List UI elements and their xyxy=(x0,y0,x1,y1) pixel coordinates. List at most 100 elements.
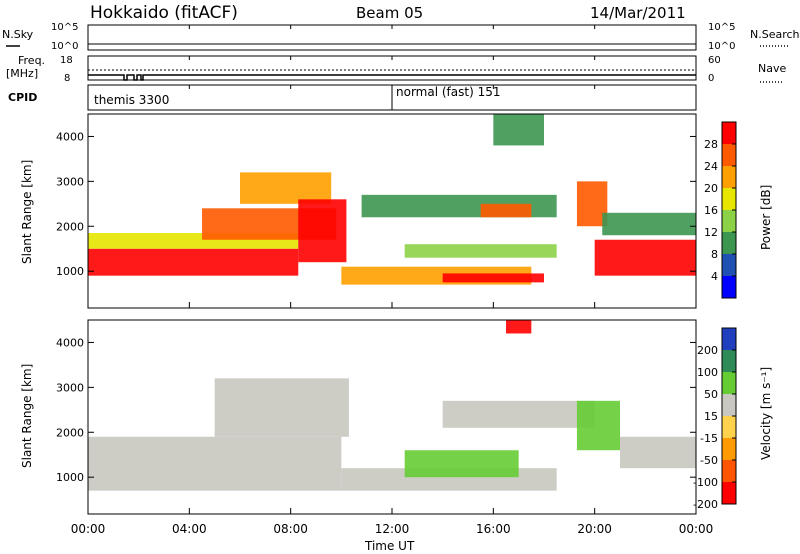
colorbar-swatch xyxy=(722,328,736,350)
nave-label: Nave xyxy=(758,62,786,75)
colorbar-tick-label: 24 xyxy=(704,160,718,173)
noise-sky-label: N.Sky xyxy=(2,28,34,41)
nave-tick-low: 0 xyxy=(708,73,714,84)
velocity-y-ticks: 1000 2000 3000 4000 xyxy=(56,336,696,484)
colorbar-tick-label: -50 xyxy=(700,454,718,467)
date-title: 14/Mar/2011 xyxy=(590,4,686,22)
x-tick-label: 20:00 xyxy=(577,522,612,536)
colorbar-swatch xyxy=(722,166,736,188)
velocity-ylabel: Slant Range [km] xyxy=(20,364,34,468)
colorbar-swatch xyxy=(722,350,736,372)
y-tick-label: 3000 xyxy=(56,175,84,188)
colorbar-tick-label: 200 xyxy=(697,344,718,357)
colorbar-swatch xyxy=(722,460,736,482)
colorbar-swatch xyxy=(722,144,736,166)
velocity-band xyxy=(506,320,532,334)
colorbar-tick-label: 100 xyxy=(697,366,718,379)
power-band xyxy=(442,273,544,283)
colorbar-swatch xyxy=(722,188,736,210)
power-band xyxy=(602,212,696,236)
x-tick-label: 12:00 xyxy=(375,522,410,536)
power-ylabel: Slant Range [km] xyxy=(20,160,34,264)
velocity-band xyxy=(88,436,342,491)
power-band xyxy=(594,239,696,276)
power-colorbar-label: Power [dB] xyxy=(759,185,773,250)
noise-left-tick-low: 10^0 xyxy=(51,41,78,52)
y-tick-label: 4000 xyxy=(56,336,84,349)
y-tick-label: 2000 xyxy=(56,426,84,439)
y-tick-label: 4000 xyxy=(56,130,84,143)
colorbar-tick-label: 8 xyxy=(711,248,718,261)
noise-left-tick-high: 10^5 xyxy=(51,22,78,33)
colorbar-swatch xyxy=(722,394,736,416)
freq-unit-label: [MHz] xyxy=(6,67,38,80)
x-tick-label: 08:00 xyxy=(273,522,308,536)
y-tick-label: 3000 xyxy=(56,381,84,394)
velocity-colorbar: 200 100 50 15 -15 -50 -100 -200 xyxy=(693,327,737,511)
freq-trace xyxy=(88,74,696,81)
freq-panel: Freq. [MHz] Nave 18 8 60 0 xyxy=(6,54,786,84)
freq-tick-low: 8 xyxy=(64,73,70,84)
y-tick-label: 1000 xyxy=(56,471,84,484)
power-band xyxy=(480,203,532,218)
x-axis-label: Time UT xyxy=(364,539,415,553)
colorbar-swatch xyxy=(722,210,736,232)
beam-title: Beam 05 xyxy=(356,4,423,22)
colorbar-tick-label: 50 xyxy=(704,388,718,401)
noise-search-label: N.Search xyxy=(750,28,800,41)
colorbar-swatch xyxy=(722,276,736,298)
velocity-band xyxy=(404,450,519,478)
cpid-mode-themis: themis 3300 xyxy=(94,93,169,107)
nave-tick-high: 60 xyxy=(708,55,721,66)
freq-tick-high: 18 xyxy=(60,55,73,66)
station-title: Hokkaido (fitACF) xyxy=(90,3,238,23)
power-y-ticks: 1000 2000 3000 4000 xyxy=(56,130,696,278)
noise-panel: N.Sky N.Search 10^5 10^0 10^5 10^0 xyxy=(2,22,800,52)
power-band xyxy=(493,114,544,146)
power-colorbar: 28 24 20 16 12 8 4 xyxy=(704,121,737,299)
colorbar-tick-label: 12 xyxy=(704,226,718,239)
power-band xyxy=(240,172,332,204)
x-axis-ticks: 00:00 04:00 08:00 12:00 16:00 20:00 00:00 xyxy=(71,25,714,536)
colorbar-swatch xyxy=(722,372,736,394)
colorbar-tick-label: -15 xyxy=(700,432,718,445)
velocity-band xyxy=(214,378,349,437)
power-band xyxy=(88,248,299,276)
colorbar-tick-label: -100 xyxy=(693,476,718,489)
power-band xyxy=(298,199,347,263)
colorbar-swatch xyxy=(722,482,736,504)
colorbar-swatch xyxy=(722,416,736,438)
noise-right-tick-high: 10^5 xyxy=(708,22,735,33)
velocity-band xyxy=(576,400,620,451)
colorbar-swatch xyxy=(722,232,736,254)
cpid-panel: CPID themis 3300 normal (fast) 151 xyxy=(8,84,697,111)
colorbar-swatch xyxy=(722,438,736,460)
y-tick-label: 1000 xyxy=(56,265,84,278)
colorbar-swatch xyxy=(722,122,736,144)
colorbar-tick-label: -200 xyxy=(693,498,718,511)
velocity-data-layer xyxy=(88,320,696,491)
x-tick-label: 00:00 xyxy=(71,522,106,536)
power-band xyxy=(404,244,557,258)
x-tick-label: 04:00 xyxy=(172,522,207,536)
cpid-mode-normal: normal (fast) 151 xyxy=(396,85,500,99)
freq-label: Freq. xyxy=(18,54,45,67)
x-tick-label: 00:00 xyxy=(679,522,714,536)
velocity-colorbar-label: Velocity [m s⁻¹] xyxy=(759,367,773,460)
colorbar-swatch xyxy=(722,254,736,276)
noise-right-tick-low: 10^0 xyxy=(708,41,735,52)
x-tick-label: 16:00 xyxy=(476,522,511,536)
power-panel: 1000 2000 3000 4000 Slant Range [km] 28 24 20… xyxy=(20,113,773,309)
power-data-layer xyxy=(88,114,696,285)
colorbar-tick-label: 28 xyxy=(704,138,718,151)
colorbar-tick-label: 4 xyxy=(711,270,718,283)
velocity-band xyxy=(442,400,595,428)
colorbar-tick-label: 20 xyxy=(704,182,718,195)
colorbar-tick-label: 16 xyxy=(704,204,718,217)
velocity-band xyxy=(620,436,696,469)
colorbar-tick-label: 15 xyxy=(704,410,718,423)
cpid-label: CPID xyxy=(8,91,37,104)
y-tick-label: 2000 xyxy=(56,220,84,233)
